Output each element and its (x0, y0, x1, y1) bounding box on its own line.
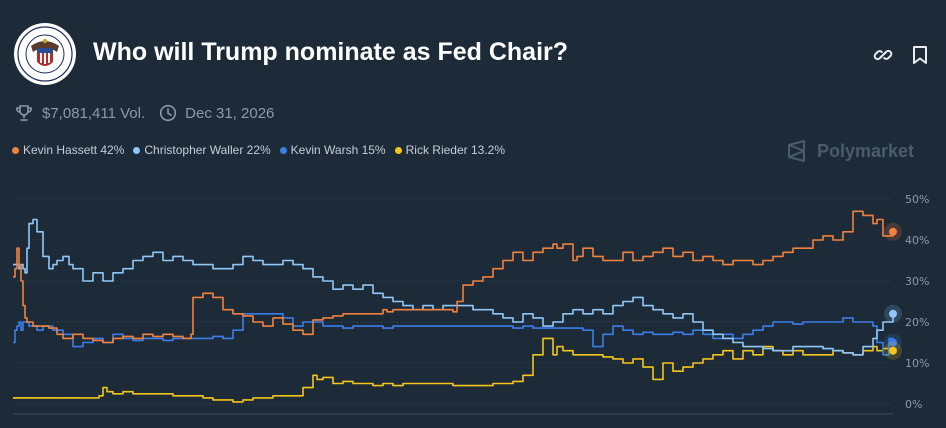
y-tick-label: 30% (905, 275, 929, 288)
y-tick-label: 40% (905, 234, 929, 247)
federal-reserve-seal-icon (14, 23, 76, 85)
legend-label: Kevin Hassett 42% (23, 143, 125, 157)
y-tick-label: 50% (905, 193, 929, 206)
chart-legend: Kevin Hassett 42% Christopher Waller 22%… (12, 143, 514, 157)
legend-item: Christopher Waller 22% (133, 143, 271, 157)
clock-icon (160, 104, 177, 122)
endpoint-kevin-warsh[interactable] (889, 338, 897, 347)
y-tick-label: 0% (905, 398, 922, 411)
y-tick-label: 10% (905, 357, 929, 370)
legend-label: Rick Rieder 13.2% (405, 143, 505, 157)
legend-swatch (394, 146, 402, 154)
trophy-icon (16, 105, 32, 121)
end-date-text: Dec 31, 2026 (185, 104, 275, 122)
series-line-rick-rieder (13, 337, 894, 403)
y-tick-label: 20% (905, 316, 929, 329)
legend-label: Christopher Waller 22% (144, 143, 271, 157)
endpoint-christopher-waller[interactable] (889, 309, 897, 318)
page-title: Who will Trump nominate as Fed Chair? (93, 38, 569, 66)
series-line-kevin-hassett (13, 210, 894, 344)
legend-item: Kevin Hassett 42% (12, 143, 124, 157)
legend-swatch (133, 146, 141, 154)
bookmark-icon[interactable] (909, 44, 931, 66)
end-date-info: Dec 31, 2026 (159, 104, 274, 122)
endpoint-kevin-hassett[interactable] (889, 227, 897, 236)
link-icon[interactable] (872, 44, 894, 66)
volume-text: $7,081,411 Vol. (42, 104, 146, 122)
legend-item: Kevin Warsh 15% (279, 143, 386, 157)
legend-swatch (279, 146, 287, 154)
brand-name: Polymarket (817, 140, 915, 161)
legend-item: Rick Rieder 13.2% (394, 143, 505, 157)
market-meta: $7,081,411 Vol. Dec 31, 2026 (14, 103, 274, 123)
endpoint-rick-rieder[interactable] (889, 346, 897, 355)
series-line-christopher-waller (13, 218, 894, 356)
polymarket-logo-icon (788, 140, 805, 162)
legend-swatch (12, 146, 19, 154)
legend-label: Kevin Warsh 15% (290, 143, 386, 157)
volume-info: $7,081,411 Vol. (14, 103, 145, 123)
brand-watermark: Polymarket (785, 139, 914, 163)
